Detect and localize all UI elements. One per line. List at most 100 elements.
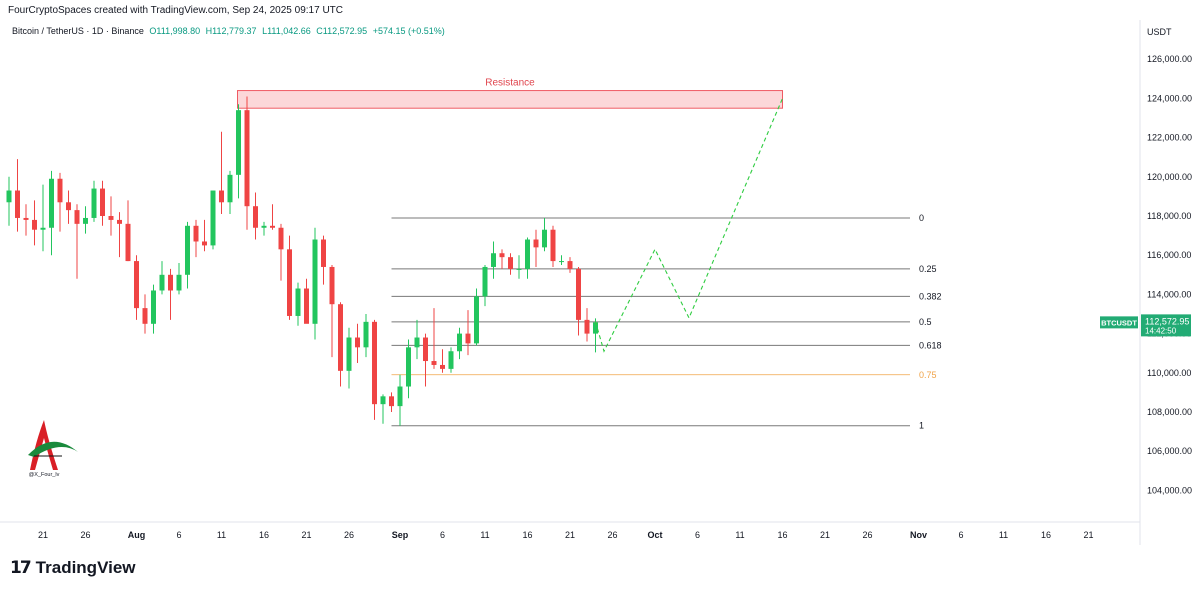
time-axis-label: 6 xyxy=(440,530,445,540)
candle-body[interactable] xyxy=(244,110,250,207)
candle-body[interactable] xyxy=(304,288,309,324)
candle-body[interactable] xyxy=(66,202,71,211)
candle-body[interactable] xyxy=(397,386,403,407)
close-value: C112,572.95 xyxy=(316,26,368,36)
price-axis-currency[interactable]: USDT xyxy=(1147,27,1172,37)
candle-body[interactable] xyxy=(482,266,488,297)
candle-body[interactable] xyxy=(440,364,445,369)
candle-body[interactable] xyxy=(542,229,547,248)
time-axis-label: 26 xyxy=(344,530,354,540)
symbol-price-tag xyxy=(1100,316,1138,329)
candle-body[interactable] xyxy=(261,225,267,228)
last-price-value: 112,572.95 xyxy=(1145,316,1189,326)
candle-body[interactable] xyxy=(329,266,335,305)
candle-body[interactable] xyxy=(91,188,97,218)
candle-body[interactable] xyxy=(125,223,131,262)
resistance-zone[interactable] xyxy=(237,90,783,109)
candle-body[interactable] xyxy=(363,321,369,348)
candle-body[interactable] xyxy=(295,288,301,316)
candle-body[interactable] xyxy=(142,308,148,324)
candle-body[interactable] xyxy=(57,178,63,203)
candle-body[interactable] xyxy=(576,268,581,320)
candle-body[interactable] xyxy=(176,274,182,291)
candle-body[interactable] xyxy=(253,206,258,228)
candle-body[interactable] xyxy=(270,225,275,228)
time-axis-label: 6 xyxy=(695,530,700,540)
candle-body[interactable] xyxy=(423,337,428,362)
candle-body[interactable] xyxy=(202,241,207,246)
fib-level-label: 0 xyxy=(919,213,924,223)
candle-body[interactable] xyxy=(533,239,539,248)
candle-body[interactable] xyxy=(49,178,54,228)
candle-body[interactable] xyxy=(23,217,29,220)
candle-body[interactable] xyxy=(40,227,46,230)
candle-body[interactable] xyxy=(219,190,224,203)
candle-body[interactable] xyxy=(338,304,343,371)
price-axis-label: 104,000.00 xyxy=(1147,485,1192,495)
candle-body[interactable] xyxy=(380,396,386,405)
candle-body[interactable] xyxy=(508,257,513,269)
symbol-title[interactable]: Bitcoin / TetherUS · 1D · Binance xyxy=(12,26,144,36)
candle-body[interactable] xyxy=(83,217,88,224)
candle-body[interactable] xyxy=(389,396,394,407)
candle-body[interactable] xyxy=(355,337,360,348)
candle-body[interactable] xyxy=(278,227,284,250)
time-axis-label: 11 xyxy=(480,530,489,540)
candle-body[interactable] xyxy=(550,229,556,262)
candle-body[interactable] xyxy=(584,319,590,334)
tradingview-logo-icon: 17 xyxy=(10,558,32,578)
candle-body[interactable] xyxy=(525,239,530,269)
candle-body[interactable] xyxy=(431,361,437,365)
candle-body[interactable] xyxy=(559,261,564,263)
time-axis-label: Sep xyxy=(392,530,409,540)
candle-body[interactable] xyxy=(465,333,471,344)
candle-body[interactable] xyxy=(312,239,318,324)
candle-body[interactable] xyxy=(474,296,479,344)
candle-body[interactable] xyxy=(457,333,462,352)
candle-body[interactable] xyxy=(15,190,20,218)
candle-body[interactable] xyxy=(108,216,114,220)
last-price-tag[interactable] xyxy=(1141,314,1191,337)
candle-body[interactable] xyxy=(346,337,352,371)
candle-body[interactable] xyxy=(593,322,598,334)
candle-body[interactable] xyxy=(372,321,377,405)
candle-body[interactable] xyxy=(193,225,199,242)
candle-body[interactable] xyxy=(32,219,37,230)
time-axis-label: 16 xyxy=(777,530,787,540)
tradingview-logo[interactable]: 17 TradingView xyxy=(10,558,136,578)
candle-body[interactable] xyxy=(74,210,80,224)
time-axis-label: 26 xyxy=(862,530,872,540)
candle-body[interactable] xyxy=(567,261,573,269)
projection-path[interactable] xyxy=(594,98,784,353)
candle-body[interactable] xyxy=(516,268,522,270)
candle-body[interactable] xyxy=(448,351,454,369)
candle-body[interactable] xyxy=(499,253,505,258)
candle-body[interactable] xyxy=(134,261,139,309)
candle-body[interactable] xyxy=(414,337,420,348)
candle-body[interactable] xyxy=(406,347,411,387)
candle-body[interactable] xyxy=(185,225,190,275)
time-axis-label: 11 xyxy=(999,530,1008,540)
candle-body[interactable] xyxy=(236,110,241,175)
tradingview-wordmark: TradingView xyxy=(35,558,136,577)
chart-attribution: FourCryptoSpaces created with TradingVie… xyxy=(8,5,343,16)
fib-level-label: 0.5 xyxy=(919,317,932,327)
price-axis-label: 124,000.00 xyxy=(1147,93,1192,103)
candle-body[interactable] xyxy=(168,274,173,291)
candle-body[interactable] xyxy=(151,290,156,324)
time-axis-label: 21 xyxy=(301,530,311,540)
price-axis-label: 114,000.00 xyxy=(1147,289,1191,299)
time-axis-label: Oct xyxy=(647,530,662,540)
candle-body[interactable] xyxy=(117,219,122,224)
time-axis-label: 11 xyxy=(217,530,226,540)
candle-body[interactable] xyxy=(210,190,216,246)
candle-body[interactable] xyxy=(491,253,496,267)
high-value: H112,779.37 xyxy=(205,26,257,36)
candle-body[interactable] xyxy=(100,188,105,216)
candle-body[interactable] xyxy=(321,239,326,267)
candle-body[interactable] xyxy=(287,249,292,316)
candle-body[interactable] xyxy=(6,190,12,203)
candle-body[interactable] xyxy=(227,174,233,203)
candle-body[interactable] xyxy=(159,274,165,291)
